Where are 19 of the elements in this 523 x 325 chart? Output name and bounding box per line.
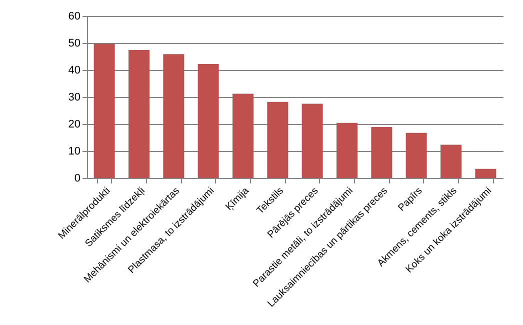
y-tick-label: 60 — [68, 10, 80, 22]
y-tick-label: 40 — [68, 64, 80, 76]
bar — [163, 54, 184, 178]
bar — [336, 122, 358, 178]
y-tick-label: 30 — [68, 92, 80, 104]
bar — [302, 104, 323, 178]
bar — [475, 168, 496, 178]
y-tick-label: 20 — [68, 118, 80, 130]
y-tick-label: 50 — [68, 38, 80, 50]
bar — [267, 102, 288, 178]
bar — [371, 126, 392, 178]
bar — [440, 144, 462, 178]
y-tick-label: 10 — [68, 146, 80, 158]
bar — [406, 132, 427, 178]
y-tick-label: 0 — [74, 172, 80, 184]
bar — [198, 64, 219, 178]
bar — [94, 44, 115, 178]
bar — [128, 50, 150, 178]
bar — [232, 94, 254, 178]
